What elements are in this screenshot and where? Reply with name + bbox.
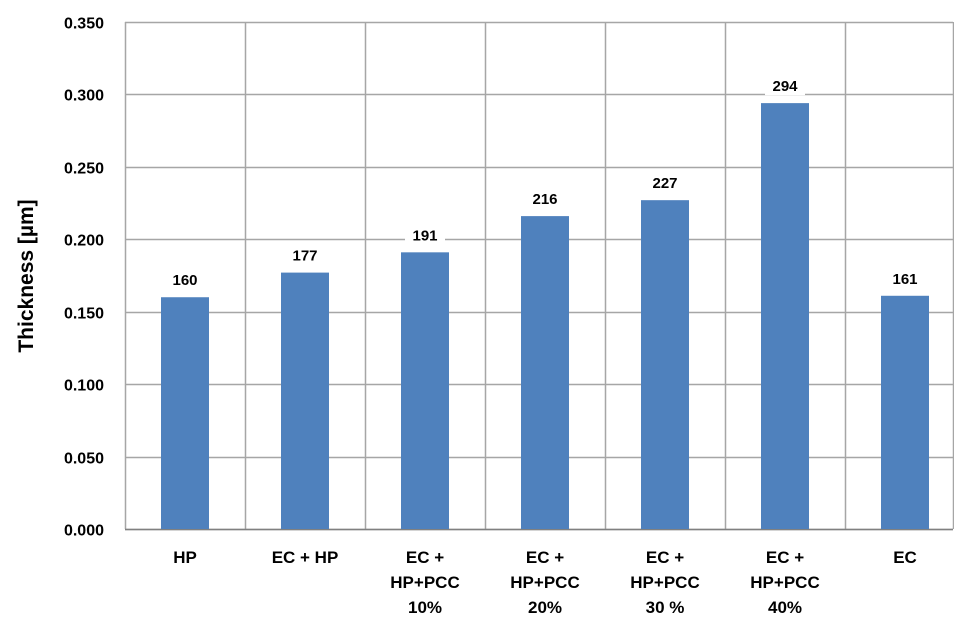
data-label-background xyxy=(165,269,205,290)
bar xyxy=(161,297,209,529)
y-tick-label: 0.100 xyxy=(64,378,104,395)
data-label-background xyxy=(525,188,565,209)
x-category-label: 10% xyxy=(408,598,442,617)
x-category-label: EC + xyxy=(526,548,564,567)
data-label: 177 xyxy=(292,248,317,265)
data-label: 216 xyxy=(532,191,557,208)
data-label-background xyxy=(405,224,445,245)
y-tick-label: 0.350 xyxy=(64,16,104,33)
data-label-background xyxy=(645,172,685,193)
x-category-label: HP+PCC xyxy=(510,573,579,592)
x-category-label: EC + xyxy=(766,548,804,567)
x-category-label: EC xyxy=(893,548,917,567)
x-category-label: 30 % xyxy=(646,598,685,617)
data-label: 191 xyxy=(412,227,437,244)
y-tick-label: 0.250 xyxy=(64,161,104,178)
y-tick-label: 0.150 xyxy=(64,306,104,323)
bar xyxy=(401,252,449,529)
bar xyxy=(521,216,569,529)
y-tick-label: 0.300 xyxy=(64,88,104,105)
x-category-label: HP+PCC xyxy=(630,573,699,592)
data-label: 227 xyxy=(652,175,677,192)
bar xyxy=(881,295,929,529)
data-label-background xyxy=(285,244,325,265)
bar xyxy=(761,103,809,530)
y-tick-label: 0.000 xyxy=(64,523,104,540)
data-label: 294 xyxy=(772,78,798,95)
data-label-background xyxy=(885,267,925,288)
data-labels: 160 177 191 216 227 294 161 xyxy=(165,75,925,290)
x-category-label: HP+PCC xyxy=(750,573,819,592)
data-label-background xyxy=(765,75,805,96)
bar xyxy=(281,272,329,529)
y-tick-label: 0.200 xyxy=(64,233,104,250)
x-category-label: HP xyxy=(173,548,197,567)
y-tick-labels: 0.000 0.050 0.100 0.150 0.200 0.250 0.300 0.350 xyxy=(64,16,104,540)
x-category-label: EC + xyxy=(646,548,684,567)
x-category-label: 40% xyxy=(768,598,802,617)
bars xyxy=(161,103,929,530)
data-label: 160 xyxy=(172,272,197,289)
x-category-label: 20% xyxy=(528,598,562,617)
y-tick-label: 0.050 xyxy=(64,451,104,468)
x-category-label: HP+PCC xyxy=(390,573,459,592)
data-label: 161 xyxy=(892,271,917,288)
x-category-label: EC + xyxy=(406,548,444,567)
x-category-label: EC + HP xyxy=(272,548,339,567)
x-category-labels: HP EC + HP EC + HP+PCC 10% EC + HP+PCC 20% EC + H… xyxy=(173,548,917,617)
y-axis-title: Thickness [µm] xyxy=(15,199,38,352)
bar xyxy=(641,200,689,529)
